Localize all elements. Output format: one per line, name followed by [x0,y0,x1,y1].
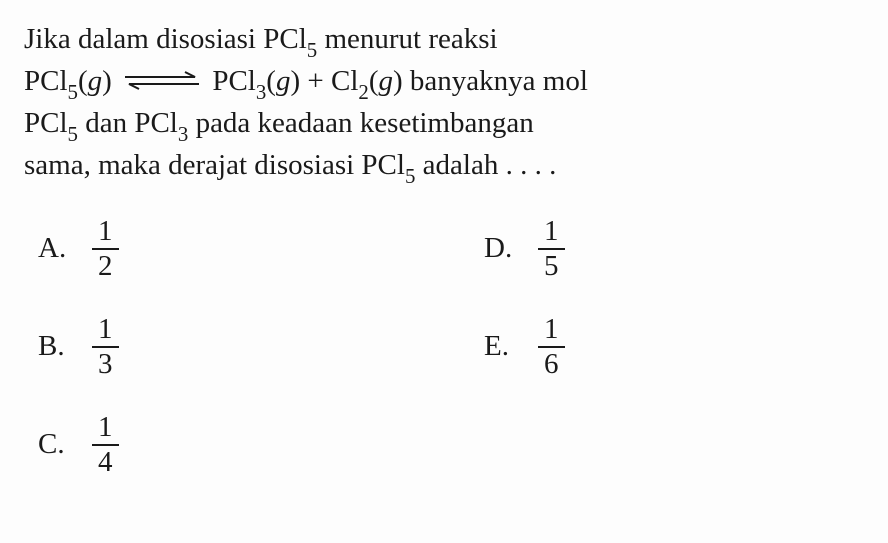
numerator: 1 [538,217,565,248]
text: PCl [24,107,68,139]
text: dan PCl [78,107,178,139]
option-letter: E. [484,327,538,366]
options-column-right: D. 1 5 E. 1 6 [484,200,864,494]
denominator: 3 [92,346,119,379]
options-column-left: A. 1 2 B. 1 3 C. 1 4 [38,200,484,494]
denominator: 5 [538,248,565,281]
equilibrium-arrow-icon [123,69,201,98]
fraction: 1 5 [538,217,565,281]
formula-rhs1: PCl [212,65,256,97]
denominator: 4 [92,444,119,477]
option-letter: D. [484,229,538,268]
text: menurut reaksi [317,23,497,55]
subscript: 3 [256,80,266,104]
plus: + [300,65,331,97]
phase: g [276,65,291,97]
fraction: 1 4 [92,413,119,477]
numerator: 1 [92,413,119,444]
numerator: 1 [92,217,119,248]
fraction: 1 6 [538,315,565,379]
option-e: E. 1 6 [484,298,864,396]
subscript: 3 [178,122,188,146]
subscript: 5 [68,80,78,104]
option-b: B. 1 3 [38,298,484,396]
text: banyaknya mol [403,65,588,97]
option-c: C. 1 4 [38,396,484,494]
fraction: 1 2 [92,217,119,281]
options-container: A. 1 2 B. 1 3 C. 1 4 D. 1 5 [24,200,864,494]
subscript: 5 [307,38,317,62]
numerator: 1 [92,315,119,346]
denominator: 2 [92,248,119,281]
formula-lhs: PCl [24,65,68,97]
subscript: 5 [68,122,78,146]
subscript: 5 [405,164,415,188]
option-letter: B. [38,327,92,366]
option-letter: A. [38,229,92,268]
text: Jika dalam disosiasi PCl [24,23,307,55]
option-letter: C. [38,425,92,464]
text: adalah . . . . [415,149,556,181]
phase: g [379,65,394,97]
numerator: 1 [538,315,565,346]
option-a: A. 1 2 [38,200,484,298]
fraction: 1 3 [92,315,119,379]
option-d: D. 1 5 [484,200,864,298]
text: pada keadaan kesetimbangan [188,107,533,139]
question-text: Jika dalam disosiasi PCl5 menurut reaksi… [24,20,864,188]
phase: g [88,65,103,97]
formula-rhs2: Cl [331,65,358,97]
subscript: 2 [358,80,368,104]
denominator: 6 [538,346,565,379]
text: sama, maka derajat disosiasi PCl [24,149,405,181]
